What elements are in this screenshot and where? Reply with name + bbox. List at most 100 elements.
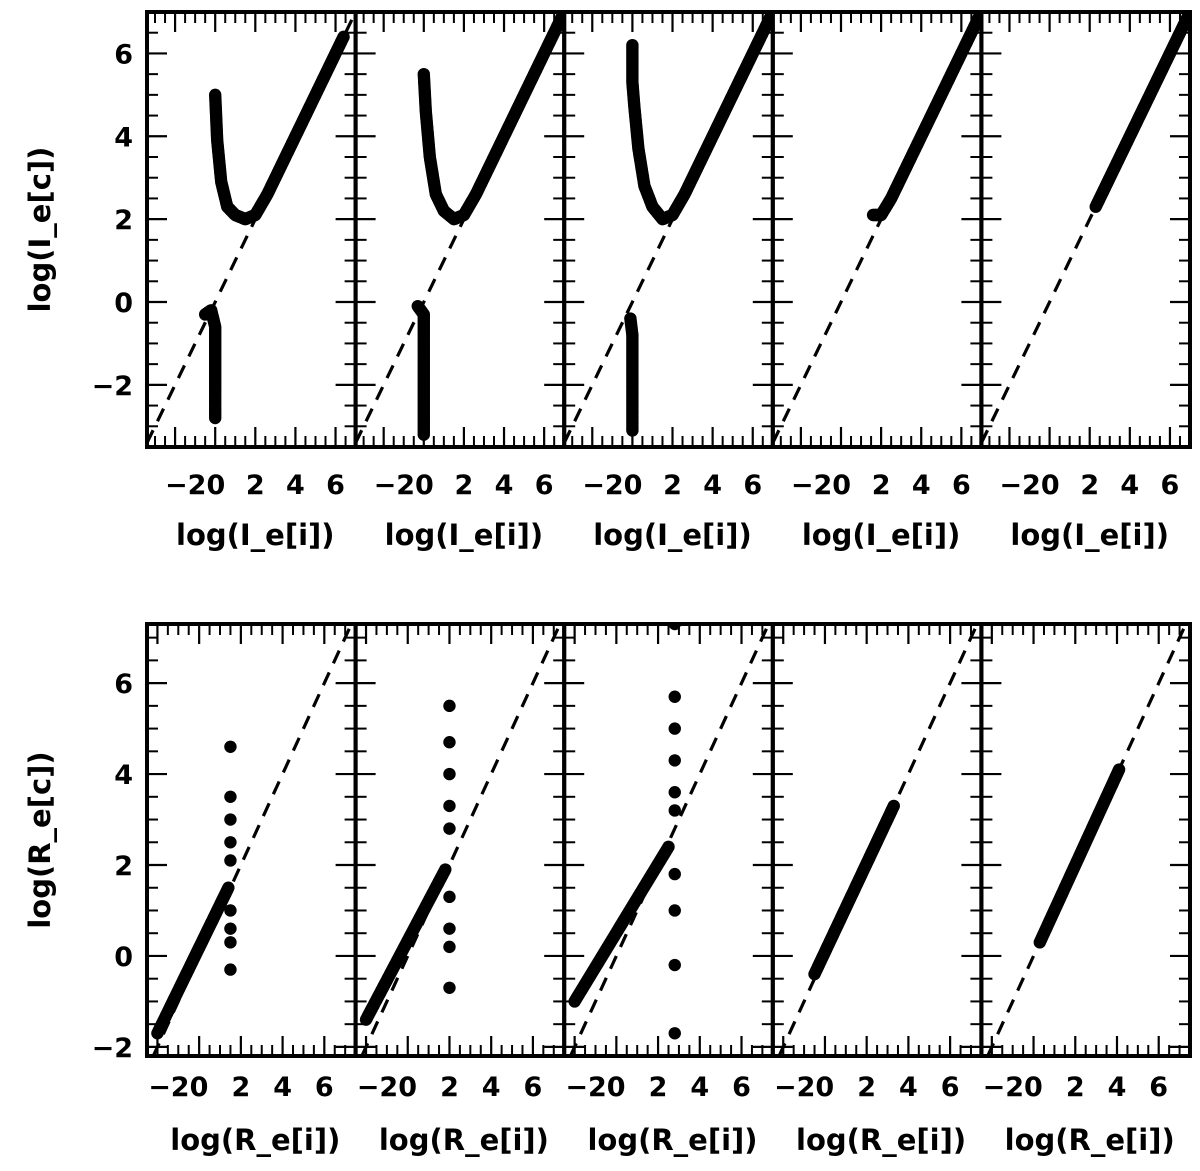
vertical-spread-point	[443, 767, 456, 781]
x-tick-label: 2	[663, 470, 682, 501]
panel-R-4: −20 2 4 6 log(R_e[i])	[770, 622, 984, 1157]
x-tick-label: 2	[857, 1072, 876, 1103]
x-tick-label: 4	[482, 1072, 501, 1103]
y-tick-label: 4	[114, 122, 133, 153]
vertical-spread-point	[668, 867, 681, 881]
panel-frame	[979, 622, 1193, 1058]
data-points	[359, 699, 456, 1026]
x-tick-label: 6	[535, 470, 554, 501]
x-tick-label: −20	[999, 470, 1059, 501]
panel-I-2: −20 2 4 6 log(I_e[i])	[353, 10, 567, 552]
vertical-spread-point	[668, 1027, 681, 1040]
upper-branch-point	[337, 30, 350, 44]
x-tick-label: 4	[286, 470, 305, 501]
panel-R-5: −20 2 4 6 log(R_e[i])	[979, 622, 1193, 1157]
vertical-spread-point	[443, 981, 456, 994]
y-tick-label: 0	[114, 942, 133, 973]
line-segment-point	[439, 863, 452, 876]
x-tick-label: 6	[941, 1072, 960, 1103]
y-tick-label: 4	[114, 760, 133, 791]
y-tick-label: 6	[114, 39, 133, 70]
line-segment-point	[887, 799, 900, 813]
reference-line-y-equals-x	[360, 624, 562, 1056]
line-segment-point	[222, 881, 235, 894]
vertical-spread-point	[224, 836, 237, 849]
reference-line-y-equals-x	[777, 624, 979, 1056]
vertical-spread-point	[668, 754, 681, 767]
x-tick-label: 4	[899, 1072, 918, 1103]
vertical-spread-point	[224, 936, 237, 949]
vertical-spread-point	[443, 890, 456, 904]
x-tick-label: 6	[315, 1072, 334, 1103]
x-tick-label: 6	[1149, 1072, 1168, 1103]
lower-branch-point	[626, 424, 639, 437]
data-points	[1089, 12, 1191, 213]
x-tick-label: −20	[357, 1072, 417, 1103]
data-points	[624, 12, 773, 437]
vertical-spread-point	[668, 690, 681, 703]
x-tick-label: 4	[1108, 1072, 1127, 1103]
y-tick-label: −2	[92, 1033, 133, 1064]
vertical-spread-point	[668, 722, 681, 735]
line-segment-point	[662, 840, 675, 854]
x-tick-label: 6	[952, 470, 971, 501]
vertical-spread-point	[224, 740, 237, 753]
x-tick-label: 6	[732, 1072, 751, 1103]
vertical-spread-point	[443, 699, 456, 713]
vertical-spread-point	[668, 904, 681, 917]
x-tick-label: 2	[872, 470, 891, 501]
x-tick-label: 2	[1080, 470, 1099, 501]
vertical-spread-point	[668, 786, 681, 799]
data-points	[198, 30, 350, 425]
x-axis-label: log(I_e[i])	[802, 518, 961, 552]
panel-I-1: −20 2 4 6 log(I_e[i])	[145, 10, 358, 552]
data-points	[411, 12, 565, 441]
x-axis-label: log(I_e[i])	[385, 518, 544, 552]
x-tick-label: −20	[582, 470, 642, 501]
vertical-spread-point	[443, 922, 456, 935]
reference-line-y-equals-x	[986, 624, 1188, 1056]
x-axis-label: log(R_e[i])	[1005, 1123, 1175, 1157]
vertical-spread-point	[668, 804, 681, 817]
y-tick-label: −2	[92, 371, 133, 402]
panel-frame	[979, 10, 1193, 449]
vertical-spread-point	[224, 922, 237, 935]
lower-branch-point	[417, 428, 430, 441]
x-tick-label: 6	[524, 1072, 543, 1103]
x-tick-label: 6	[326, 470, 345, 501]
x-axis-label: log(I_e[i])	[176, 518, 335, 552]
x-tick-label: −20	[774, 1072, 834, 1103]
x-tick-label: 4	[703, 470, 722, 501]
x-tick-label: 4	[690, 1072, 709, 1103]
vertical-spread-point	[224, 854, 237, 867]
x-tick-label: 2	[649, 1072, 668, 1103]
data-points	[151, 740, 237, 1040]
y-axis-label: log(R_e[c])	[23, 751, 57, 928]
vertical-spread-point	[224, 813, 237, 826]
panel-I-5: −20 2 4 6 log(I_e[i])	[979, 10, 1193, 552]
x-tick-label: 2	[231, 1072, 250, 1103]
x-axis-label: log(R_e[i])	[796, 1123, 966, 1157]
x-axis-label: log(R_e[i])	[170, 1123, 340, 1157]
line-segment-point	[1112, 763, 1126, 776]
panel-frame	[562, 622, 775, 1058]
x-axis-label: log(R_e[i])	[587, 1123, 757, 1157]
x-tick-label: −20	[374, 470, 434, 501]
panel-I-4: −20 2 4 6 log(I_e[i])	[770, 10, 984, 552]
x-axis-label: log(R_e[i])	[379, 1123, 549, 1157]
x-tick-label: −20	[165, 470, 225, 501]
x-tick-label: −20	[565, 1072, 625, 1103]
vertical-spread-point	[224, 790, 237, 803]
y-tick-label: 2	[114, 205, 133, 236]
y-tick-label: 6	[114, 669, 133, 700]
y-axis-label: log(I_e[c])	[23, 147, 57, 313]
panel-I-3: −20 2 4 6 log(I_e[i])	[562, 10, 775, 552]
data-points	[808, 799, 900, 981]
x-tick-label: −20	[148, 1072, 208, 1103]
x-tick-label: 2	[246, 470, 265, 501]
x-tick-label: 2	[1066, 1072, 1085, 1103]
x-tick-label: 6	[743, 470, 762, 501]
